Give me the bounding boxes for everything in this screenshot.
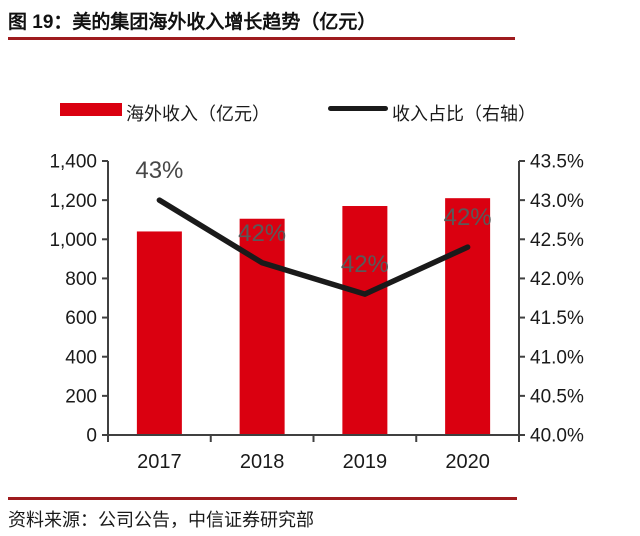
right-tick-label: 40.0% bbox=[530, 426, 584, 447]
bar-2020 bbox=[445, 198, 491, 435]
line-point-label: 42% bbox=[341, 251, 389, 278]
bar-2019 bbox=[342, 206, 388, 435]
title-divider bbox=[8, 37, 515, 40]
right-tick-label: 43.0% bbox=[530, 191, 584, 212]
source-divider bbox=[8, 497, 517, 500]
right-tick-label: 40.5% bbox=[530, 387, 584, 408]
left-tick-label: 200 bbox=[65, 387, 97, 408]
x-axis-label: 2018 bbox=[240, 451, 285, 473]
left-tick-label: 1,400 bbox=[49, 152, 97, 173]
line-point-label: 42% bbox=[444, 204, 492, 231]
line-point-label: 43% bbox=[135, 157, 183, 184]
x-axis-label: 2019 bbox=[343, 451, 388, 473]
line-point-label: 42% bbox=[238, 220, 286, 247]
right-tick-label: 41.0% bbox=[530, 347, 584, 368]
combo-chart: 0 200 400 600 800 1,000 1,200 1,400 40.0% 40.5% 41… bbox=[49, 152, 584, 473]
bar-2017 bbox=[136, 231, 182, 435]
ratio-line bbox=[156, 197, 471, 297]
source-text: 资料来源：公司公告，中信证券研究部 bbox=[8, 510, 314, 530]
left-tick-label: 1,200 bbox=[49, 191, 97, 212]
x-axis-label: 2017 bbox=[137, 451, 182, 473]
left-tick-label: 600 bbox=[65, 308, 97, 329]
right-tick-label: 42.5% bbox=[530, 230, 584, 251]
left-tick-label: 400 bbox=[65, 347, 97, 368]
right-tick-label: 42.0% bbox=[530, 269, 584, 290]
bar-legend-swatch-icon bbox=[60, 103, 122, 116]
legend-label-revenue-share: 收入占比（右轴） bbox=[392, 104, 536, 124]
figure-title: 图 19：美的集团海外收入增长趋势（亿元） bbox=[8, 12, 377, 33]
x-axis-label: 2020 bbox=[445, 451, 490, 473]
right-tick-label: 41.5% bbox=[530, 308, 584, 329]
left-tick-label: 1,000 bbox=[49, 230, 97, 251]
left-tick-label: 800 bbox=[65, 269, 97, 290]
right-tick-label: 43.5% bbox=[530, 152, 584, 173]
legend-label-overseas-revenue: 海外收入（亿元） bbox=[126, 104, 270, 124]
left-tick-label: 0 bbox=[86, 426, 97, 447]
line-legend-swatch-icon bbox=[328, 106, 388, 111]
